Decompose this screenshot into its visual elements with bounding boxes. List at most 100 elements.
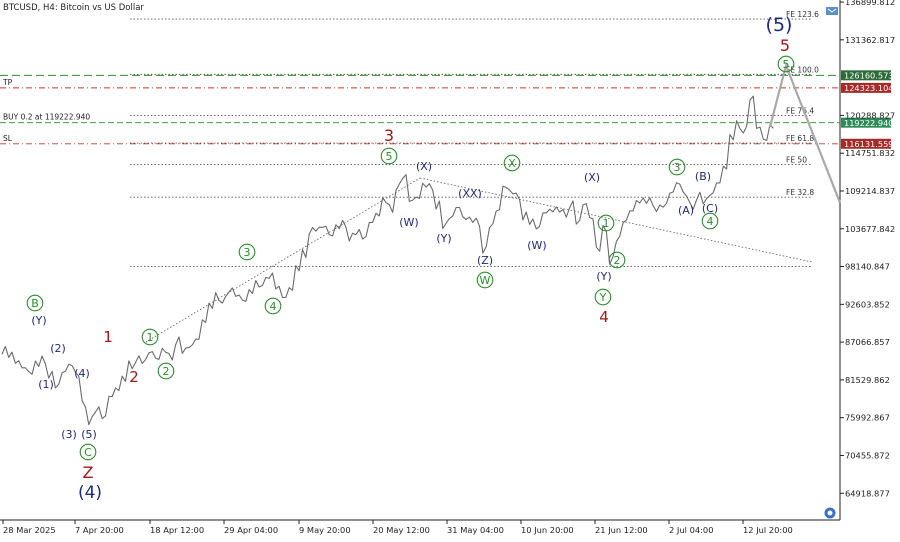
y-tick-label: 70455.872: [845, 450, 890, 460]
forecast-path: [768, 61, 842, 204]
price-series: [1, 95, 774, 426]
fib-level-label: FE 61.8: [786, 134, 814, 143]
x-tick-label: 12 Jul 20:00: [743, 525, 793, 535]
trendline-upper: [419, 177, 813, 263]
circled-label: 4: [264, 297, 282, 315]
price-tag-text: 119222.940: [844, 118, 894, 128]
price-tag-text: 124323.104: [844, 83, 894, 93]
wave-label: 3: [384, 126, 394, 145]
circled-label: Y: [594, 288, 612, 306]
wave-label: (X): [416, 160, 432, 173]
circled-label-ring: [476, 271, 494, 289]
x-tick-label: 18 Apr 12:00: [150, 525, 204, 535]
circled-label-ring: [26, 294, 44, 312]
wave-label: (XX): [458, 187, 482, 200]
forecast-line: [768, 61, 842, 204]
circled-label: 1: [141, 328, 159, 346]
circled-label-ring: [668, 158, 686, 176]
wave-label: (Y): [31, 314, 46, 327]
circled-label-text: 3: [674, 161, 681, 174]
fib-level-label: FE 32.8: [786, 188, 814, 197]
wave-label: (5): [766, 14, 793, 36]
y-tick-label: 131362.817: [845, 35, 895, 45]
wave-label: (4): [78, 483, 102, 503]
y-tick-label: 136899.812: [845, 0, 895, 7]
circled-label-ring: [597, 214, 615, 232]
y-tick-label: 87066.857: [845, 337, 890, 347]
trend-lines: [145, 177, 813, 343]
circled-label-text: W: [480, 274, 491, 287]
circled-label: W: [476, 271, 494, 289]
price-tag-bg: [841, 117, 891, 128]
trade-line-label: SL: [3, 134, 13, 143]
circled-label-text: X: [508, 157, 516, 170]
wave-label: (A): [678, 204, 694, 217]
circled-label: 2: [157, 362, 175, 380]
circled-label: B: [26, 294, 44, 312]
price-tag-bg: [841, 138, 891, 149]
wave-label: (B): [695, 170, 711, 183]
trade-line-label: BUY 0.2 at 119222.940: [3, 113, 90, 122]
y-tick-label: 120288.827: [845, 110, 895, 120]
circled-label-text: 5: [783, 58, 790, 71]
y-tick-label: 109214.837: [845, 186, 895, 196]
wave-label: (1): [38, 378, 54, 391]
circled-label-ring: [141, 328, 159, 346]
x-tick-label: 28 Mar 2025: [3, 525, 56, 535]
price-tag-bg: [841, 82, 891, 93]
circled-label-ring: [701, 212, 719, 230]
x-tick-label: 7 Apr 20:00: [75, 525, 124, 535]
wave-label: Z: [83, 463, 94, 482]
ask-tag-bg: [841, 70, 891, 81]
wave-label: (W): [399, 216, 418, 229]
fibonacci-lines: FE 123.6 FE 100.0 FE 76.4 FE 61.8 FE 50 FE 32…: [130, 10, 819, 268]
circled-label-text: 5: [386, 150, 393, 163]
chart-shift-icon[interactable]: [826, 7, 838, 15]
y-tick-label: 92603.852: [845, 299, 890, 309]
ask-tag-text: 126160.573: [844, 71, 894, 81]
fib-level-label: FE 76.4: [786, 106, 814, 115]
y-tick-label: 98140.847: [845, 262, 890, 272]
circled-label: 3: [668, 158, 686, 176]
y-tick-label: 64918.877: [845, 488, 890, 498]
circled-label: 1: [597, 214, 615, 232]
circled-label-ring: [157, 362, 175, 380]
trendline-lower: [145, 177, 421, 343]
y-tick-label: 75992.867: [845, 413, 890, 423]
circled-label: X: [503, 154, 521, 172]
y-tick-label: 103677.842: [845, 224, 895, 234]
chart-title: BTCUSD, H4: Bitcoin vs US Dollar: [3, 3, 144, 13]
circled-label-text: 3: [244, 246, 251, 259]
circled-label-ring: [79, 443, 97, 461]
circled-label-text: Y: [599, 291, 607, 304]
circled-label: 5: [380, 147, 398, 165]
circled-wave-labels: B C 1 2 3 4 5 X W 1 2 Y 3 4 5: [26, 55, 795, 461]
x-tick-label: 10 Jun 20:00: [521, 525, 574, 535]
wave-label: 4: [599, 308, 609, 326]
price-tag-text: 116131.559: [844, 139, 894, 149]
y-tick-label: 114751.832: [845, 148, 895, 158]
wave-label: (Y): [596, 270, 611, 283]
wave-label: (X): [584, 171, 600, 184]
circled-label-ring: [503, 154, 521, 172]
price-line: [1, 95, 774, 426]
fib-level-label: FE 50: [786, 155, 807, 164]
fib-level-label: FE 123.6: [786, 10, 819, 19]
circled-label-ring: [608, 251, 626, 269]
circled-label: 4: [701, 212, 719, 230]
x-axis: 28 Mar 2025 7 Apr 20:00 18 Apr 12:00 29 Apr…: [2, 520, 793, 535]
wave-label: 1: [103, 328, 113, 346]
wave-label: (C): [702, 202, 718, 215]
circled-label-text: 2: [163, 365, 170, 378]
wave-label: (4): [74, 367, 90, 380]
fib-level-label: FE 100.0: [786, 65, 819, 74]
wave-label: 2: [129, 368, 139, 386]
circled-label-ring: [238, 243, 256, 261]
x-tick-label: 31 May 04:00: [447, 525, 504, 535]
y-axis: 136899.812 131362.817 120288.827 114751.832…: [840, 0, 895, 498]
x-tick-label: 20 May 12:00: [373, 525, 430, 535]
one-click-trading-icon[interactable]: [824, 507, 836, 519]
x-tick-label: 29 Apr 04:00: [224, 525, 278, 535]
